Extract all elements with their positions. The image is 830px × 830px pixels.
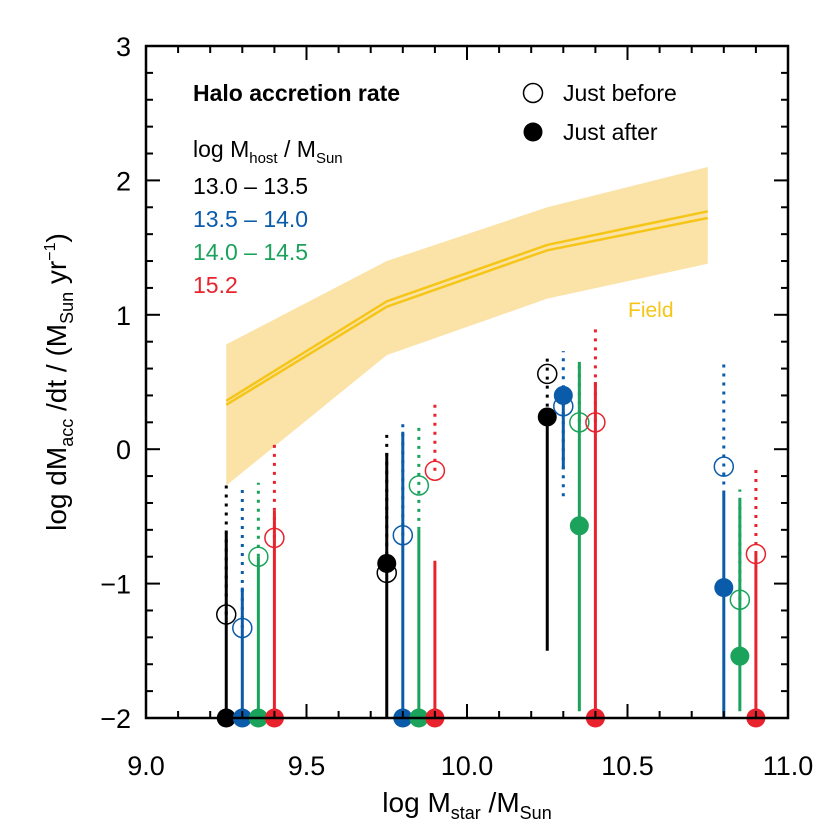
before-marker-s3-4 <box>729 589 751 610</box>
y-title-sub2: Sun <box>57 292 77 324</box>
field-layer <box>225 166 709 486</box>
markers-layer <box>216 363 767 728</box>
error-bars-layer <box>224 328 758 718</box>
field-median-lower <box>225 216 708 406</box>
y-title-base: log dM <box>41 447 72 531</box>
y-tick-label: 3 <box>116 32 131 62</box>
y-title-mid: /dt / (M <box>41 324 72 419</box>
field-band <box>226 166 708 486</box>
field-median-upper <box>225 210 709 402</box>
host-mass-header: log Mhost / MSun <box>193 136 343 167</box>
legend-open-marker <box>522 82 544 104</box>
field-label: Field <box>628 299 674 322</box>
after-marker-s2-3 <box>553 385 573 405</box>
before-marker-s2-2 <box>392 524 414 546</box>
y-title-mid2: yr <box>41 261 72 292</box>
x-title-base: log M <box>382 787 450 818</box>
legend-series-1: 13.0 – 13.5 <box>193 173 308 199</box>
legend-open-label: Just before <box>563 80 677 106</box>
y-tick-label: 2 <box>116 166 131 196</box>
legend-filled-label: Just after <box>563 119 658 145</box>
legend-series-2: 13.5 – 14.0 <box>193 206 308 232</box>
host-header-sub: host <box>249 150 278 167</box>
before-marker-s1-3 <box>537 363 558 385</box>
x-title-mid: /M <box>481 787 520 818</box>
after-marker-s1-3 <box>537 407 557 427</box>
after-marker-s1-2 <box>377 553 397 573</box>
legend-series-3: 14.0 – 14.5 <box>193 239 308 265</box>
y-axis-title: log dMacc /dt / (MSun yr−1) <box>41 233 77 531</box>
host-header-sub2: Sun <box>316 150 343 167</box>
x-tick-label: 10.0 <box>441 751 494 781</box>
x-tick-label: 11.0 <box>763 751 814 781</box>
y-tick-label: 0 <box>116 435 131 465</box>
legend-filled-marker <box>523 122 543 142</box>
before-marker-s3-3 <box>569 412 590 433</box>
after-marker-s2-4 <box>714 578 734 598</box>
after-marker-s3-3 <box>569 516 589 536</box>
before-marker-s3-2 <box>408 475 430 496</box>
after-marker-s3-4 <box>730 646 750 666</box>
x-axis-title: log Mstar /MSun <box>382 787 551 823</box>
before-marker-s4-4 <box>745 543 767 565</box>
x-title-sub: star <box>451 803 481 823</box>
before-marker-s3-1 <box>248 546 269 567</box>
host-header-base: log M <box>193 136 249 162</box>
y-title-sub: acc <box>57 419 77 447</box>
before-marker-s4-2 <box>424 460 446 481</box>
before-marker-s1-1 <box>216 604 237 625</box>
y-tick-label: −1 <box>100 570 131 600</box>
ticks-layer: 9.0 9.5 10.0 10.5 11.0 −2 −1 0 1 2 3 <box>100 32 813 781</box>
before-marker-s4-3 <box>585 412 606 433</box>
y-title-end: ) <box>41 233 72 242</box>
before-marker-s2-4 <box>713 456 735 477</box>
y-tick-label: 1 <box>116 301 131 331</box>
before-marker-s2-1 <box>232 617 253 639</box>
x-title-sub2: Sun <box>520 803 552 823</box>
y-tick-label: −2 <box>100 704 131 734</box>
legend-series-4: 15.2 <box>193 272 238 298</box>
x-tick-label: 9.5 <box>288 751 326 781</box>
chart-title: Halo accretion rate <box>193 80 400 106</box>
before-marker-s4-1 <box>264 527 285 549</box>
x-tick-label: 10.5 <box>601 751 654 781</box>
y-title-sup: −1 <box>42 242 59 260</box>
host-header-mid: / M <box>278 136 316 162</box>
x-tick-label: 9.0 <box>127 751 165 781</box>
